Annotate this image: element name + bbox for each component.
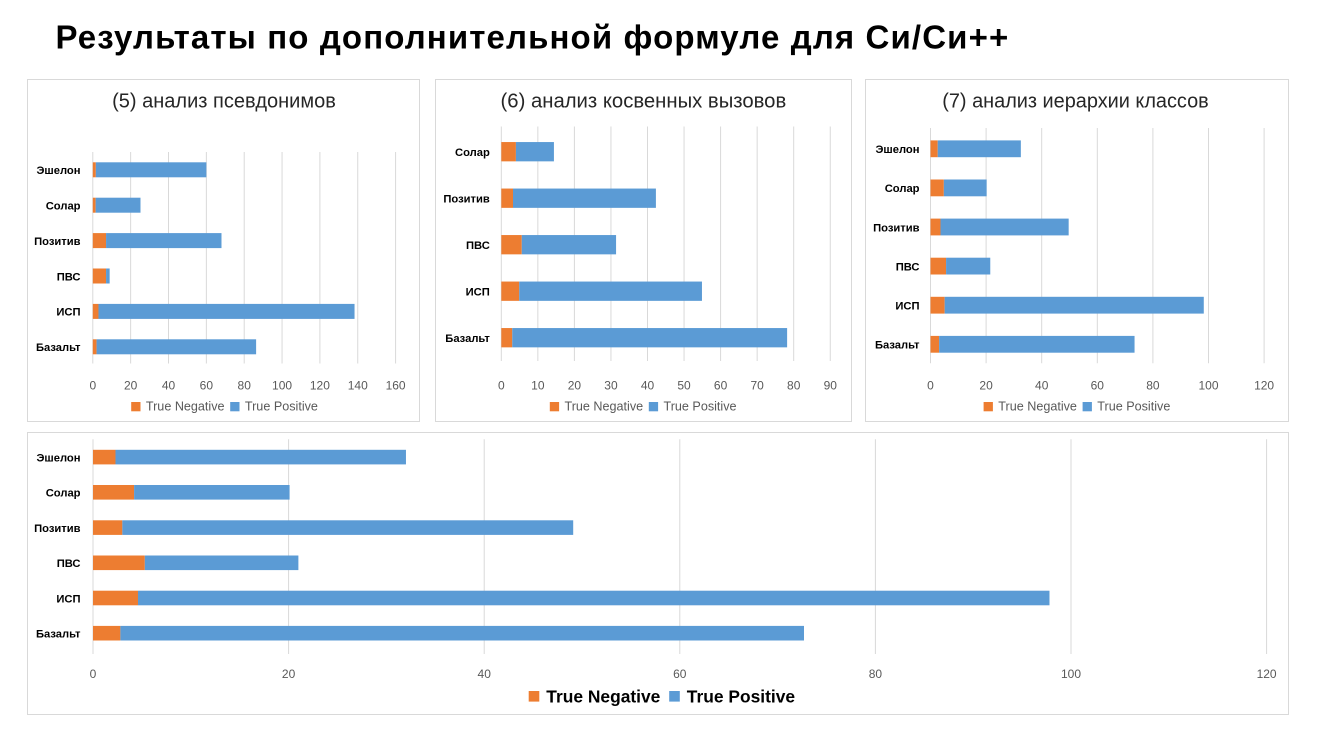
svg-text:0: 0	[90, 667, 97, 681]
svg-text:10: 10	[531, 378, 545, 392]
svg-text:ИСП: ИСП	[895, 301, 919, 313]
svg-text:Эшелон: Эшелон	[875, 144, 919, 156]
svg-text:True Positive: True Positive	[664, 400, 737, 414]
svg-text:ПВС: ПВС	[57, 271, 81, 283]
svg-text:True Negative: True Negative	[546, 686, 660, 706]
svg-text:0: 0	[498, 378, 505, 392]
svg-text:30: 30	[604, 378, 618, 392]
svg-text:True Negative: True Negative	[565, 400, 644, 414]
svg-text:ПВС: ПВС	[57, 558, 81, 570]
svg-text:40: 40	[1035, 378, 1049, 392]
svg-text:True Positive: True Positive	[687, 686, 796, 706]
svg-text:ИСП: ИСП	[466, 287, 490, 299]
svg-text:0: 0	[927, 378, 934, 392]
svg-text:Результаты по дополнительной ф: Результаты по дополнительной формуле для…	[56, 19, 1010, 56]
svg-text:Солар: Солар	[455, 147, 490, 159]
svg-text:80: 80	[869, 667, 883, 681]
svg-text:(5) анализ псевдонимов: (5) анализ псевдонимов	[112, 91, 336, 113]
svg-text:Позитив: Позитив	[873, 222, 920, 234]
svg-text:Эшелон: Эшелон	[36, 165, 80, 177]
svg-text:True Positive: True Positive	[245, 400, 318, 414]
svg-text:ИСП: ИСП	[56, 593, 80, 605]
svg-text:ИСП: ИСП	[56, 307, 80, 319]
svg-text:Базальт: Базальт	[36, 342, 81, 354]
svg-text:100: 100	[1198, 378, 1218, 392]
svg-text:40: 40	[478, 667, 492, 681]
svg-text:Солар: Солар	[885, 183, 920, 195]
svg-text:0: 0	[89, 378, 96, 392]
svg-text:Солар: Солар	[46, 201, 81, 213]
svg-text:ПВС: ПВС	[896, 261, 920, 273]
svg-text:20: 20	[124, 378, 138, 392]
svg-text:(7) анализ иерархии классов: (7) анализ иерархии классов	[942, 91, 1208, 113]
svg-text:100: 100	[272, 378, 292, 392]
svg-text:True Positive: True Positive	[1097, 400, 1170, 414]
svg-text:Позитив: Позитив	[443, 194, 490, 206]
svg-text:80: 80	[1146, 378, 1160, 392]
svg-text:Базальт: Базальт	[36, 629, 81, 641]
svg-text:60: 60	[1091, 378, 1105, 392]
svg-text:120: 120	[1254, 378, 1274, 392]
svg-text:60: 60	[714, 378, 728, 392]
svg-text:Базальт: Базальт	[445, 333, 490, 345]
svg-text:40: 40	[641, 378, 655, 392]
svg-text:Позитив: Позитив	[34, 236, 81, 248]
svg-text:20: 20	[979, 378, 993, 392]
svg-text:120: 120	[310, 378, 330, 392]
svg-text:20: 20	[282, 667, 296, 681]
svg-text:ПВС: ПВС	[466, 240, 490, 252]
svg-text:Эшелон: Эшелон	[36, 453, 80, 465]
svg-text:50: 50	[677, 378, 691, 392]
svg-text:80: 80	[238, 378, 252, 392]
svg-text:20: 20	[568, 378, 582, 392]
svg-text:Солар: Солар	[46, 488, 81, 500]
svg-text:60: 60	[200, 378, 214, 392]
svg-text:Позитив: Позитив	[34, 523, 81, 535]
svg-text:True Negative: True Negative	[998, 400, 1077, 414]
svg-text:(6) анализ косвенных вызовов: (6) анализ косвенных вызовов	[501, 91, 787, 113]
svg-text:Базальт: Базальт	[875, 340, 920, 352]
svg-text:120: 120	[1257, 667, 1277, 681]
svg-text:160: 160	[386, 378, 406, 392]
svg-text:90: 90	[824, 378, 838, 392]
svg-text:40: 40	[162, 378, 176, 392]
svg-text:140: 140	[348, 378, 368, 392]
svg-text:100: 100	[1061, 667, 1081, 681]
svg-text:70: 70	[750, 378, 764, 392]
svg-text:True Negative: True Negative	[146, 400, 225, 414]
svg-text:80: 80	[787, 378, 801, 392]
svg-text:60: 60	[673, 667, 687, 681]
